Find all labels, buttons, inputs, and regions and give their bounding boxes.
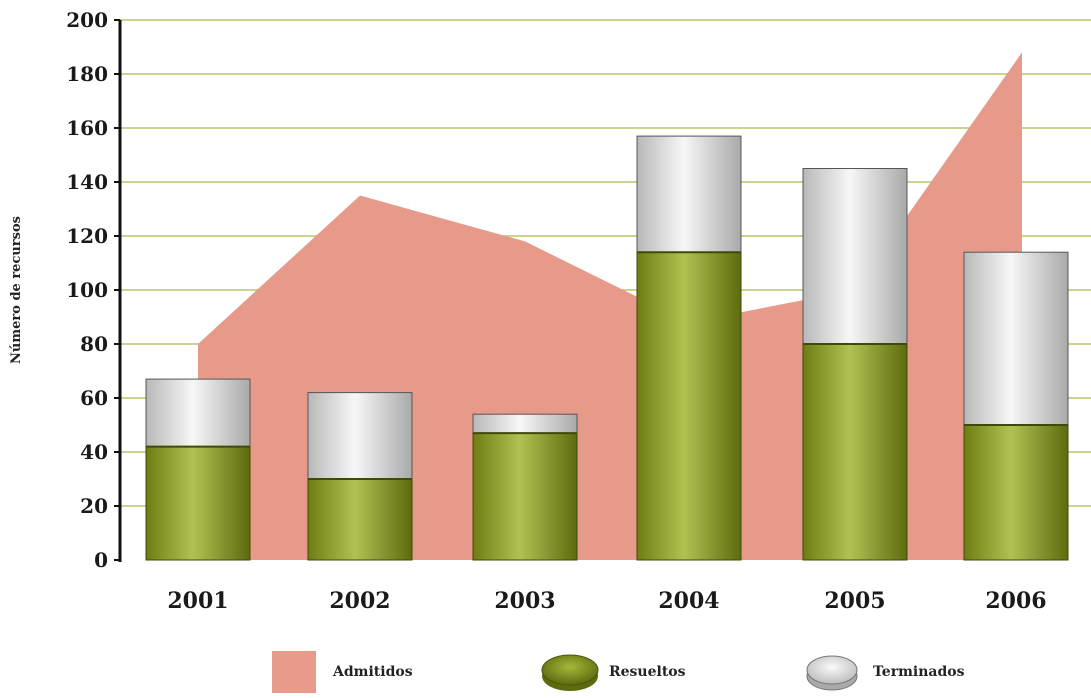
y-axis-label: Número de recursos — [9, 216, 24, 364]
bar-resueltos-2003 — [472, 432, 578, 561]
y-tick-label-180: 180 — [66, 62, 108, 86]
x-tick-label-2001: 2001 — [167, 588, 228, 614]
legend: Admitidos Resueltos Terminados — [272, 651, 965, 693]
legend-item-terminados: Terminados — [806, 655, 965, 691]
x-tick-label-2005: 2005 — [824, 588, 885, 614]
axes: 0 20 40 60 80 100 120 140 160 180 200 2001 2002 2003 2… — [66, 8, 1046, 614]
y-tick-label-20: 20 — [80, 494, 108, 518]
legend-item-resueltos: Resueltos — [541, 654, 686, 691]
x-tick-label-2004: 2004 — [658, 588, 719, 614]
legend-swatch-terminados-top — [806, 655, 858, 685]
bar-terminados-2005 — [802, 168, 908, 345]
legend-label-admitidos: Admitidos — [332, 664, 413, 680]
bar-resueltos-2004 — [636, 251, 742, 561]
bar-resueltos-2002 — [307, 478, 413, 561]
y-tick-label-60: 60 — [80, 386, 108, 410]
y-tick-label-120: 120 — [66, 224, 108, 248]
y-tick-label-0: 0 — [94, 548, 108, 572]
bar-terminados-2002 — [307, 392, 413, 480]
bar-terminados-2001 — [145, 378, 251, 448]
bar-terminados-2004 — [636, 135, 742, 253]
y-tick-label-80: 80 — [80, 332, 108, 356]
bar-resueltos-2006 — [963, 424, 1069, 561]
y-tick-label-40: 40 — [80, 440, 108, 464]
bar-resueltos-2005 — [802, 343, 908, 561]
legend-swatch-admitidos — [272, 651, 316, 693]
y-tick-label-100: 100 — [66, 278, 108, 302]
bar-resueltos-2001 — [145, 446, 251, 561]
y-tick-label-140: 140 — [66, 170, 108, 194]
x-tick-label-2002: 2002 — [329, 588, 390, 614]
y-tick-label-200: 200 — [66, 8, 108, 32]
x-tick-label-2006: 2006 — [985, 588, 1046, 614]
legend-swatch-resueltos-top — [541, 654, 599, 686]
bar-terminados-2003 — [472, 413, 578, 434]
legend-label-resueltos: Resueltos — [609, 664, 686, 680]
legend-label-terminados: Terminados — [873, 664, 965, 680]
bar-terminados-2006 — [963, 251, 1069, 426]
y-tick-label-160: 160 — [66, 116, 108, 140]
bars-layer — [145, 135, 1069, 561]
x-tick-label-2003: 2003 — [494, 588, 555, 614]
legend-item-admitidos: Admitidos — [272, 651, 413, 693]
